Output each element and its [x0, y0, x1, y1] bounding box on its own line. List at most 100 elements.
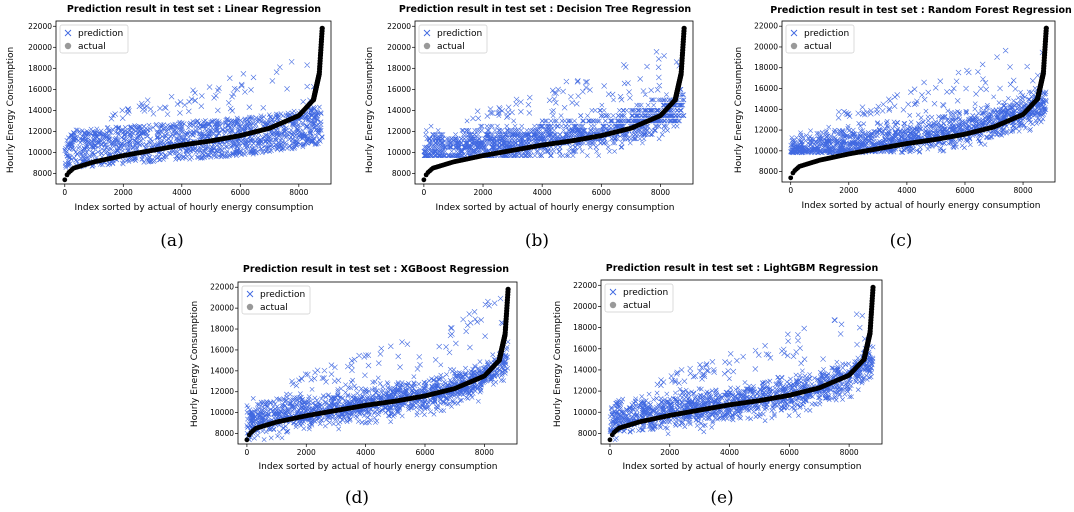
y-tick-label: 10000	[387, 148, 411, 157]
legend-actual-label: actual	[623, 301, 651, 311]
legend-actual-label: actual	[260, 303, 288, 313]
y-tick-label: 8000	[759, 167, 778, 176]
chart-e: Prediction result in test set : LightGBM…	[553, 263, 883, 508]
legend-box	[59, 24, 129, 54]
legend-actual-label: actual	[78, 42, 106, 52]
chart-c: Prediction result in test set : Random F…	[734, 5, 1072, 251]
x-axis-label: Index sorted by actual of hourly energy …	[75, 203, 314, 213]
x-tick-label: 8000	[651, 188, 670, 197]
legend-prediction-label: prediction	[260, 290, 305, 300]
x-tick-label: 0	[245, 448, 250, 457]
actual-point	[607, 437, 613, 443]
plot-frame	[55, 20, 332, 185]
legend-actual-marker	[790, 42, 798, 50]
x-tick-label: 4000	[720, 448, 739, 457]
chart-title: Prediction result in test set : LightGBM…	[606, 263, 879, 274]
prediction-series	[788, 47, 1049, 156]
actual-point	[244, 437, 250, 443]
x-axis-label: Index sorted by actual of hourly energy …	[623, 462, 862, 472]
x-tick-label: 8000	[1014, 186, 1033, 195]
x-tick-label: 0	[608, 448, 613, 457]
y-tick-label: 8000	[578, 429, 597, 438]
legend-prediction-marker	[246, 290, 254, 298]
legend-box	[604, 283, 674, 313]
chart-title: Prediction result in test set : Random F…	[770, 5, 1072, 16]
y-tick-label: 18000	[28, 64, 52, 73]
x-tick-label: 2000	[839, 186, 858, 195]
y-tick-label: 8000	[215, 429, 234, 438]
y-tick-label: 16000	[754, 84, 778, 93]
x-tick-label: 4000	[897, 186, 916, 195]
y-tick-label: 20000	[754, 42, 778, 51]
chart-d: Prediction result in test set : XGBoost …	[190, 264, 518, 508]
actual-point	[62, 177, 68, 183]
y-tick-label: 12000	[387, 127, 411, 136]
y-tick-label: 20000	[28, 43, 52, 52]
y-tick-label: 8000	[33, 169, 52, 178]
y-tick-label: 22000	[573, 281, 597, 290]
x-tick-label: 2000	[660, 448, 679, 457]
chart-title: Prediction result in test set : XGBoost …	[243, 264, 509, 275]
x-tick-label: 6000	[780, 448, 799, 457]
y-tick-label: 16000	[573, 344, 597, 353]
y-tick-label: 12000	[573, 387, 597, 396]
y-tick-label: 10000	[210, 408, 234, 417]
y-tick-label: 22000	[754, 22, 778, 31]
y-tick-label: 14000	[754, 105, 778, 114]
figure-caption: (e)	[710, 488, 733, 508]
x-tick-label: 6000	[231, 188, 250, 197]
y-tick-label: 20000	[573, 302, 597, 311]
y-tick-label: 10000	[754, 146, 778, 155]
actual-point	[681, 25, 687, 31]
actual-point	[788, 175, 794, 181]
x-tick-label: 2000	[473, 188, 492, 197]
figure-caption: (b)	[525, 231, 549, 251]
plot-frame	[600, 279, 883, 445]
chart-a: Prediction result in test set : Linear R…	[6, 4, 332, 251]
legend-prediction-marker	[64, 29, 72, 37]
plot-frame	[414, 20, 694, 185]
y-axis-label: Hourly Energy Consumption	[190, 301, 200, 427]
x-tick-label: 6000	[955, 186, 974, 195]
x-tick-label: 2000	[114, 188, 133, 197]
legend-prediction-label: prediction	[78, 29, 123, 39]
actual-point	[421, 177, 427, 183]
y-tick-label: 18000	[573, 323, 597, 332]
y-tick-label: 10000	[28, 148, 52, 157]
x-tick-label: 8000	[475, 448, 494, 457]
legend-prediction-label: prediction	[804, 29, 849, 39]
y-tick-label: 8000	[392, 169, 411, 178]
legend-actual-marker	[609, 301, 617, 309]
legend-actual-marker	[246, 303, 254, 311]
y-tick-label: 22000	[28, 22, 52, 31]
y-tick-label: 12000	[754, 126, 778, 135]
actual-point	[870, 284, 876, 291]
plot-frame	[781, 20, 1056, 183]
y-tick-label: 16000	[28, 85, 52, 94]
legend-prediction-marker	[423, 29, 431, 37]
y-tick-label: 14000	[573, 365, 597, 374]
y-tick-label: 16000	[210, 345, 234, 354]
y-tick-label: 14000	[387, 106, 411, 115]
y-tick-label: 12000	[210, 387, 234, 396]
y-tick-label: 14000	[28, 106, 52, 115]
actual-point	[1043, 25, 1049, 31]
chart-title: Prediction result in test set : Decision…	[399, 4, 692, 15]
legend-box	[785, 24, 855, 54]
chart-b: Prediction result in test set : Decision…	[365, 4, 694, 251]
y-tick-label: 22000	[210, 283, 234, 292]
y-tick-label: 22000	[387, 22, 411, 31]
x-tick-label: 4000	[533, 188, 552, 197]
legend-prediction-marker	[790, 29, 798, 37]
actual-point	[505, 286, 511, 292]
y-tick-label: 20000	[210, 304, 234, 313]
chart-title: Prediction result in test set : Linear R…	[67, 4, 321, 15]
legend-actual-label: actual	[804, 42, 832, 52]
y-axis-label: Hourly Energy Consumption	[6, 47, 16, 173]
y-axis-label: Hourly Energy Consumption	[734, 47, 744, 173]
legend-actual-label: actual	[437, 42, 465, 52]
y-tick-label: 18000	[210, 325, 234, 334]
x-tick-label: 0	[62, 188, 67, 197]
y-tick-label: 10000	[573, 408, 597, 417]
